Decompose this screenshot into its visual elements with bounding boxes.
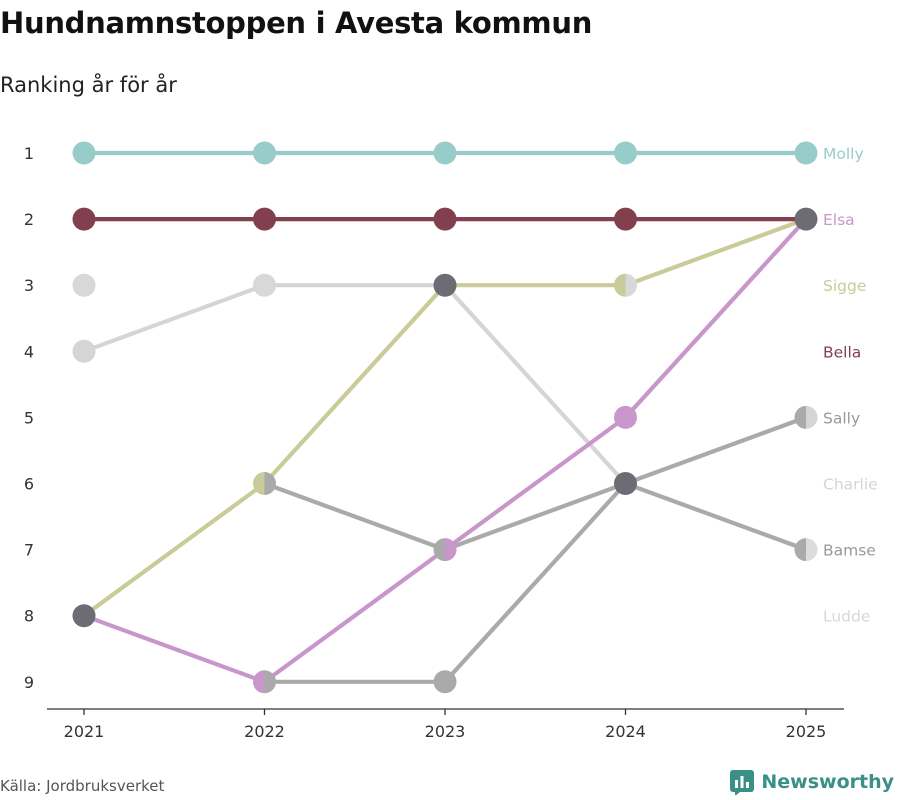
end-label-bella: Bella (823, 343, 861, 361)
y-tick-label-5: 5 (24, 408, 34, 427)
marker-2024-rank-1 (614, 141, 637, 165)
x-tick-label-2021: 2021 (64, 722, 105, 741)
marker-2021-rank-1 (72, 141, 96, 165)
marker-2022-rank-3 (253, 273, 276, 297)
x-tick-label-2022: 2022 (244, 722, 285, 741)
x-tick-label-2023: 2023 (425, 722, 466, 741)
line-elsa-2023 (442, 415, 628, 552)
marker-2022-rank-9 (253, 670, 276, 694)
line-elsa-2021 (81, 613, 267, 684)
end-label-elsa: Elsa (823, 211, 855, 229)
end-label-ludde: Ludde (823, 608, 870, 626)
end-label-charlie: Charlie (823, 476, 878, 494)
marker-2021-rank-3 (72, 273, 96, 297)
end-label-molly: Molly (823, 145, 864, 163)
line-bamse-2022 (262, 481, 448, 552)
y-tick-label-1: 1 (24, 144, 34, 163)
marker-2022-rank-9-left-half (253, 670, 265, 694)
marker-2024-rank-3 (614, 273, 637, 297)
marker-2025-rank-5-right-half (806, 405, 818, 429)
marker-2022-rank-6 (253, 472, 276, 495)
marker-2025-rank-7 (794, 538, 818, 562)
line-elsa-2024 (623, 217, 809, 420)
marker-2023-rank-7 (433, 538, 457, 562)
y-tick-label-6: 6 (24, 475, 34, 494)
x-tick-label-2024: 2024 (605, 722, 646, 741)
marker-2024-rank-5 (614, 405, 637, 429)
end-label-sigge: Sigge (823, 277, 866, 295)
marker-2023-rank-7-left-half (433, 538, 445, 562)
marker-2024-rank-3-right-half (625, 273, 637, 297)
marker-2025-rank-5-left-half (794, 405, 806, 429)
line-sally-2023 (442, 481, 628, 684)
marker-2024-rank-3-left-half (614, 273, 626, 297)
marker-2023-rank-9 (433, 670, 457, 694)
marker-2023-rank-3 (433, 273, 457, 297)
y-tick-label-2: 2 (24, 210, 34, 229)
series-lines (81, 150, 809, 684)
line-charlie-2021 (81, 283, 267, 354)
marker-2021-rank-8 (72, 604, 96, 628)
x-tick-label-2025: 2025 (786, 722, 827, 741)
line-sigge-2022 (262, 283, 448, 486)
y-tick-label-9: 9 (24, 673, 34, 692)
line-bamse-2024 (623, 481, 809, 552)
marker-2024-rank-2 (614, 207, 637, 231)
marker-2022-rank-6-left-half (253, 472, 265, 495)
brand-name: Newsworthy (761, 771, 894, 793)
line-bamse-2023 (442, 481, 628, 552)
x-axis-ticks: 2021 2022 2023 2024 2025 (64, 709, 827, 741)
marker-2022-rank-2 (253, 207, 276, 231)
end-label-bamse: Bamse (823, 542, 876, 560)
chart-title: Hundnamnstoppen i Avesta kommun (0, 6, 593, 40)
bump-chart: 1 2 3 4 5 6 7 8 9 2021 2022 2023 2024 2025 Molly Elsa… (24, 141, 878, 741)
y-tick-label-8: 8 (24, 607, 34, 626)
marker-2025-rank-1 (794, 141, 818, 165)
line-sally-2024 (623, 415, 809, 486)
y-tick-label-7: 7 (24, 541, 34, 560)
line-sigge-2024 (623, 217, 809, 288)
source-note: Källa: Jordbruksverket (0, 777, 165, 795)
end-label-sally: Sally (823, 409, 860, 427)
marker-2022-rank-1 (253, 141, 276, 165)
marker-2024-rank-6 (614, 472, 637, 495)
marker-2025-rank-7-right-half (806, 538, 818, 562)
marker-2021-rank-4 (72, 339, 96, 363)
marker-2021-rank-2 (72, 207, 96, 231)
chart-subtitle: Ranking år för år (0, 73, 177, 97)
marker-2025-rank-5 (794, 405, 818, 429)
newsworthy-logo-icon (730, 770, 755, 795)
y-tick-label-4: 4 (24, 342, 34, 361)
marker-2022-rank-9-right-half (264, 670, 276, 694)
marker-2023-rank-2 (433, 207, 457, 231)
marker-2023-rank-7-right-half (445, 538, 457, 562)
line-elsa-2022 (262, 547, 448, 684)
series-markers (72, 141, 818, 694)
line-charlie-2023 (442, 283, 628, 486)
y-tick-label-3: 3 (24, 276, 34, 295)
end-labels: Molly Elsa Sigge Bella Sally Charlie Bamse Ludd… (823, 145, 878, 626)
marker-2023-rank-1 (433, 141, 457, 165)
y-axis-ticks: 1 2 3 4 5 6 7 8 9 (24, 144, 34, 692)
marker-2025-rank-7-left-half (794, 538, 806, 562)
line-sigge-2021 (81, 481, 267, 618)
marker-2022-rank-6-right-half (264, 472, 276, 495)
brand-logo[interactable]: Newsworthy (729, 769, 894, 795)
marker-2025-rank-2 (794, 207, 818, 231)
